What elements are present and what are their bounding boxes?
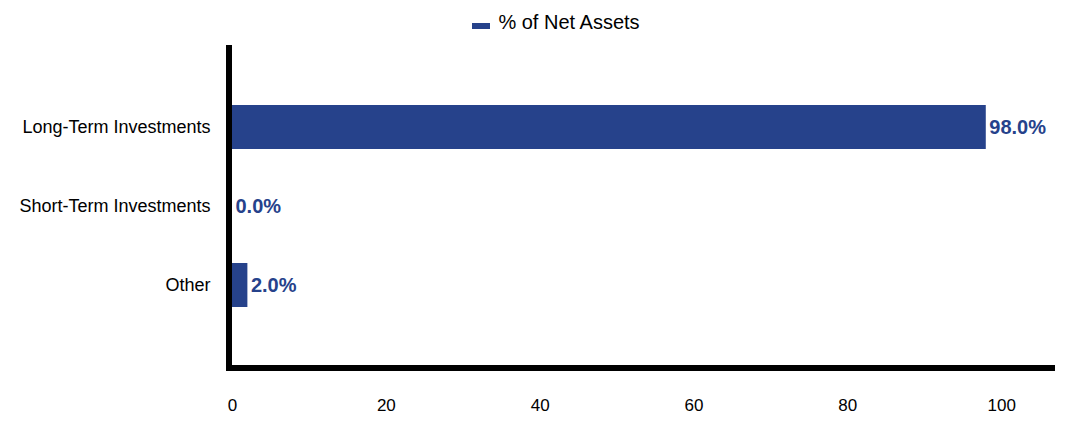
svg-text:Other: Other — [165, 275, 210, 295]
svg-text:Short-Term Investments: Short-Term Investments — [19, 196, 210, 216]
svg-text:Long-Term Investments: Long-Term Investments — [22, 117, 210, 137]
svg-text:20: 20 — [377, 396, 396, 415]
html-text:% of Net Assets: % of Net Assets — [498, 11, 640, 33]
svg-text:0.0%: 0.0% — [236, 195, 282, 217]
svg-text:40: 40 — [531, 396, 550, 415]
svg-text:0: 0 — [228, 396, 237, 415]
svg-text:98.0%: 98.0% — [989, 116, 1046, 138]
svg-text:100: 100 — [987, 396, 1015, 415]
svg-text:80: 80 — [838, 396, 857, 415]
svg-text:60: 60 — [685, 396, 704, 415]
svg-text:2.0%: 2.0% — [251, 274, 297, 296]
